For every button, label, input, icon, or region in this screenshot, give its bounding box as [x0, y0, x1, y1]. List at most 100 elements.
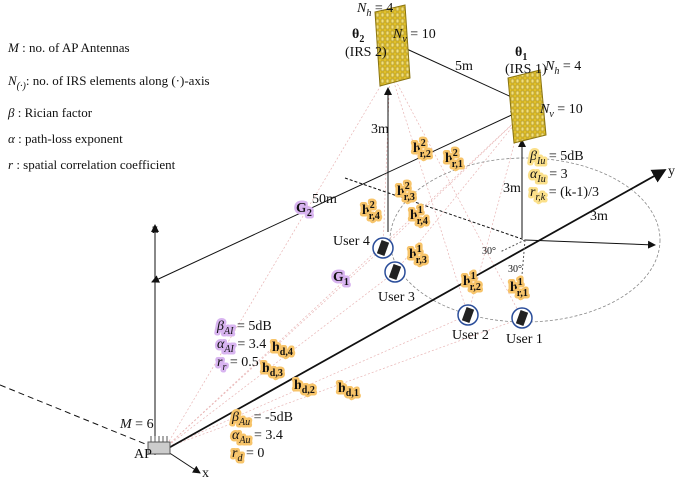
label-sub: r,4 — [417, 216, 428, 227]
label-sub: Au — [238, 435, 250, 446]
label-sub: Iu — [536, 156, 545, 167]
distance-50m — [151, 111, 519, 283]
user-device — [511, 307, 533, 329]
label: h1 r,2 — [463, 271, 481, 293]
label-base: 3m — [590, 209, 608, 224]
label-base: User 1 — [506, 332, 543, 347]
label-base: x — [202, 466, 209, 481]
label-base: 5m — [455, 59, 473, 74]
label-base: β — [529, 149, 537, 164]
label-base: h — [409, 247, 417, 262]
label: βAI = 5dB — [216, 319, 272, 337]
layout-lines — [0, 44, 667, 474]
label-base: h — [445, 151, 453, 166]
label-sub: d — [237, 453, 243, 464]
label-sub: v — [549, 109, 554, 120]
label-sub: 1 — [344, 277, 349, 288]
label-sup: 2 — [453, 148, 458, 159]
label-base: G — [333, 270, 344, 285]
label: G2 — [296, 201, 312, 219]
label: αAu = 3.4 — [232, 428, 283, 446]
label-base: N — [392, 27, 403, 42]
label: User 1 — [506, 332, 543, 347]
label: 3m — [590, 209, 608, 224]
label: 30° — [508, 264, 522, 275]
label: User 4 — [333, 234, 370, 249]
label-sup: 1 — [471, 271, 476, 282]
label-base: 3m — [503, 181, 521, 196]
label-sub: r,1 — [452, 159, 463, 170]
label-sub: d,3 — [270, 368, 283, 379]
y-axis — [164, 169, 667, 451]
label: 30° — [482, 246, 496, 257]
label-base: h — [294, 378, 302, 393]
label-tail: = -5dB — [250, 410, 293, 425]
label: hd,1 — [338, 381, 359, 399]
label: Nh = 4 — [356, 1, 393, 19]
label-sub: AI — [223, 326, 234, 337]
distance-5m — [397, 44, 519, 101]
label-tail: : path-loss exponent — [15, 131, 123, 146]
radius-line — [524, 239, 656, 249]
label-sup: 1 — [518, 277, 523, 288]
label: 3m — [503, 181, 521, 196]
label-base: θ — [352, 27, 359, 42]
label: Nv = 10 — [392, 27, 436, 45]
label: rd = 0 — [232, 446, 264, 464]
label-base: θ — [515, 45, 522, 60]
label-sub: 1 — [522, 52, 527, 63]
label-base: β — [7, 105, 15, 120]
label-tail: = 6 — [132, 417, 154, 432]
label: Nh = 4 — [544, 59, 581, 77]
label-tail: = 3 — [546, 167, 568, 182]
label: θ2 — [352, 27, 364, 45]
label-base: (IRS 1) — [505, 62, 547, 77]
label: M = 6 — [119, 417, 154, 432]
label: 5m — [455, 59, 473, 74]
label-base: r — [232, 446, 238, 461]
label: h2 r,3 — [397, 181, 415, 203]
label-base: r — [217, 355, 223, 370]
label-base: User 3 — [378, 290, 415, 305]
label: h1 r,4 — [410, 205, 428, 227]
angle-lines — [499, 239, 526, 276]
label-base: h — [262, 361, 270, 376]
label: αIu = 3 — [530, 167, 568, 185]
label-tail: = 10 — [407, 27, 436, 42]
label: hd,4 — [272, 340, 293, 358]
label: h2 r,4 — [362, 200, 380, 222]
label-tail: : Rician factor — [14, 105, 92, 120]
label-base: M — [119, 417, 133, 432]
label-sub: Au — [238, 417, 250, 428]
label: h1 r,3 — [409, 244, 427, 266]
label: M : no. of AP Antennas — [7, 40, 130, 55]
label-base: z — [152, 222, 158, 237]
label-sub: h — [554, 66, 559, 77]
label-base: 30° — [508, 264, 522, 275]
label: β : Rician factor — [7, 105, 93, 120]
label-sub: r,4 — [369, 211, 380, 222]
label-base: α — [530, 167, 538, 182]
label: h1 r,1 — [510, 277, 528, 299]
label: AP — [134, 447, 152, 462]
label-base: User 4 — [333, 234, 370, 249]
label-sub: 2 — [359, 34, 364, 45]
label-base: h — [510, 280, 518, 295]
label-sub: r,3 — [404, 192, 415, 203]
label: 3m — [371, 122, 389, 137]
label-sub: h — [366, 8, 371, 19]
label-sup: 2 — [405, 181, 410, 192]
label-base: β — [216, 319, 224, 334]
label-base: h — [397, 184, 405, 199]
label-sup: 1 — [417, 244, 422, 255]
label-tail: = 3.4 — [250, 428, 282, 443]
label-base: N — [7, 73, 18, 88]
label: θ1 — [515, 45, 527, 63]
label-base: h — [272, 340, 280, 355]
label: y — [668, 164, 675, 179]
label-base: N — [356, 1, 367, 16]
user-device — [384, 261, 406, 283]
label-base: h — [338, 381, 346, 396]
